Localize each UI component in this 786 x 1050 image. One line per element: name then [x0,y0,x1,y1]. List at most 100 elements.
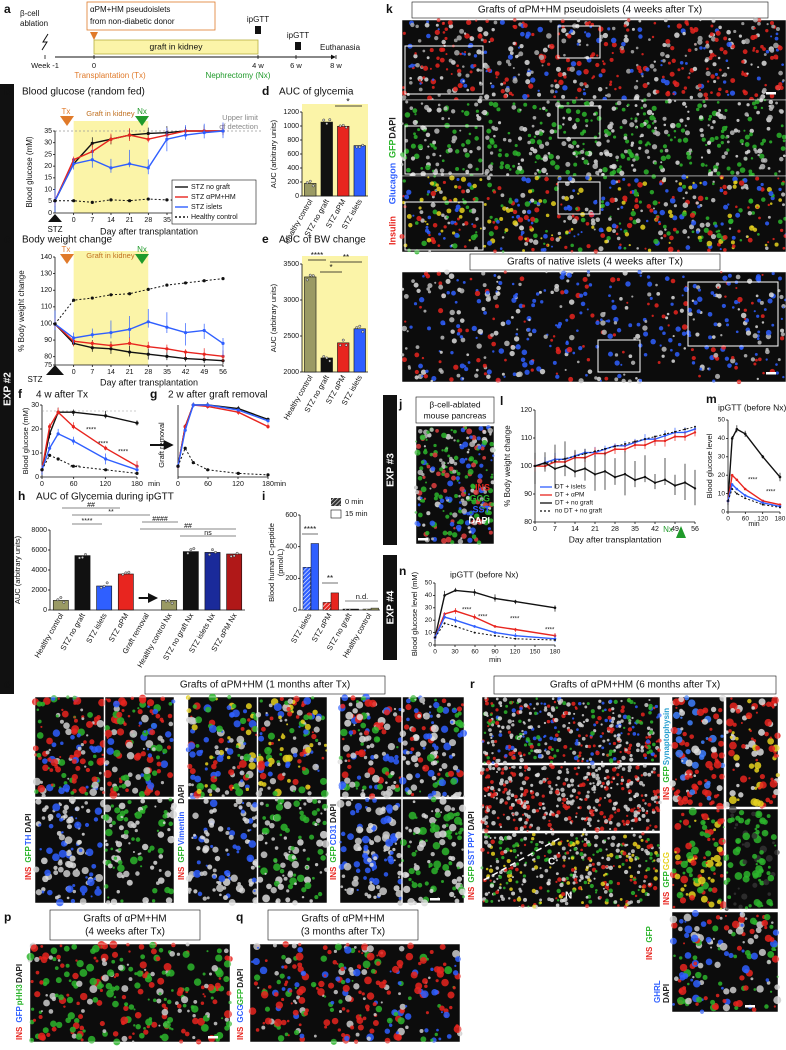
cell [434,812,441,819]
cell [202,972,206,976]
point [434,636,436,639]
x-tick-label: 0 [40,481,44,488]
shape [404,125,484,175]
curve [41,411,138,470]
cell [743,156,748,161]
cell [453,707,456,710]
point [454,589,457,592]
nx-arrow [135,254,149,264]
cell [463,365,467,368]
exp-bar [383,555,397,660]
cell [86,808,91,814]
cell [70,790,75,795]
cell [471,531,475,535]
cell [439,467,444,472]
cell [560,104,564,109]
cell [551,234,554,237]
cell [141,714,149,723]
panel-letter: h [18,489,25,503]
cell [599,379,602,382]
cell [193,869,202,878]
cell [682,137,689,143]
cell [369,743,375,749]
cell [355,700,359,704]
stain-label: Insulin [387,216,397,245]
cell [451,475,457,481]
cell [664,100,669,104]
cell [632,208,635,211]
cell [538,54,545,61]
cell [576,70,582,76]
cell [495,76,498,79]
cell [704,96,709,101]
cell [81,866,89,875]
cell [577,247,583,253]
x-tick-label: 60 [204,481,212,488]
cell [541,64,544,67]
cell [94,807,103,815]
cell [428,250,432,253]
cell [273,863,281,871]
cell [439,154,442,157]
point [72,298,76,302]
point [109,137,113,141]
cell [448,855,453,861]
cell [56,954,61,960]
cell [687,76,691,79]
point [473,591,476,594]
cell [493,249,497,254]
cell [515,169,521,175]
cell [540,157,543,161]
cell [752,227,758,232]
cell [354,803,362,811]
cell [693,27,699,33]
cell [570,144,574,149]
cell [711,182,715,186]
cell [484,94,490,100]
cell [251,725,259,733]
cell [408,696,411,700]
cell [59,755,62,759]
panel-letter: d [262,84,269,98]
cell [450,436,454,440]
cell [566,272,572,278]
cell [291,860,299,869]
cell [138,721,143,725]
y-tick-label: 10 [44,186,52,193]
label: ** [327,574,333,583]
cell [726,323,730,327]
cell [320,790,329,798]
cell [410,747,415,751]
cell [405,100,409,104]
dot [308,273,312,277]
cell [533,200,538,205]
cell [754,99,760,105]
cell [554,83,560,89]
cell [74,1017,80,1024]
cell [629,216,633,221]
cell [389,851,394,855]
cell [400,708,405,713]
cell [152,708,159,715]
cell [364,892,369,897]
cell [79,898,87,905]
cell [311,731,314,734]
cell [476,298,482,304]
cell [202,896,207,901]
cell [458,228,461,231]
cell [258,780,264,786]
point [454,625,457,628]
cell [638,378,643,383]
cell [570,61,577,67]
label: * [329,263,332,272]
nx-arrow [676,526,686,538]
cell [732,184,737,189]
cell [72,869,81,878]
cell [35,889,42,896]
cell [655,89,660,94]
cell [550,89,555,94]
cell [402,740,408,746]
cell [469,36,475,42]
cell [434,29,440,35]
cell [357,729,361,732]
